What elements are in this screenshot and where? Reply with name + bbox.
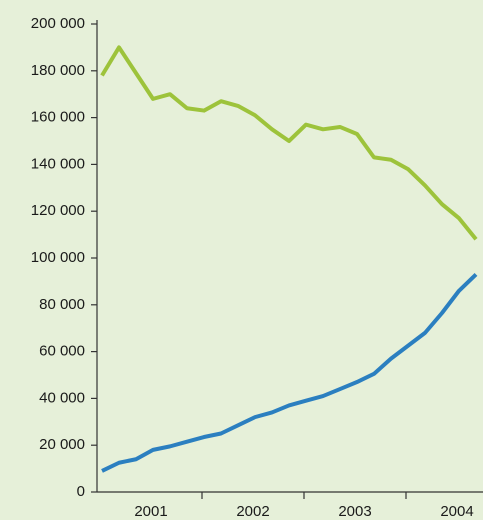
x-tick-label: 2003 [338, 503, 371, 520]
series-line [100, 45, 478, 241]
x-tick-label: 2002 [236, 503, 269, 520]
x-tick-label: 2001 [134, 503, 167, 520]
y-tick-label: 200 000 [31, 15, 85, 32]
x-tick-label: 2004 [440, 503, 473, 520]
y-tick-label: 120 000 [31, 202, 85, 219]
y-tick-label: 100 000 [31, 249, 85, 266]
y-tick-label: 180 000 [31, 62, 85, 79]
y-tick-label: 80 000 [39, 296, 85, 313]
y-tick-label: 140 000 [31, 155, 85, 172]
series-line [101, 272, 478, 473]
y-tick-label: 160 000 [31, 109, 85, 126]
y-tick-label: 0 [77, 483, 85, 500]
y-tick-label: 40 000 [39, 389, 85, 406]
y-tick-label: 60 000 [39, 343, 85, 360]
y-tick-label: 20 000 [39, 436, 85, 453]
